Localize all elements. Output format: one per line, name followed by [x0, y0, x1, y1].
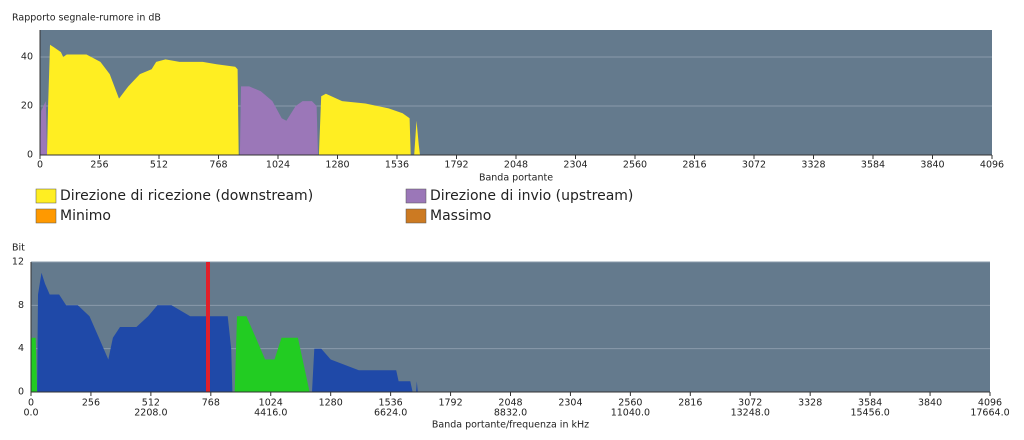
legend-label: Direzione di ricezione (downstream) [60, 188, 313, 204]
x-tick-label: 3840 [918, 398, 942, 409]
x-tick-label: 1792 [444, 160, 468, 171]
y-tick-label: 0 [18, 387, 24, 398]
legend-swatch [405, 208, 427, 224]
y-axis-label: Rapporto segnale-rumore in dB [12, 13, 161, 24]
area-series [37, 272, 418, 392]
x-tick-label: 0 [37, 160, 43, 171]
x-tick-label: 2048 [498, 398, 522, 409]
x-tick-label: 512 [150, 160, 168, 171]
y-tick-label: 8 [18, 300, 24, 311]
x2-tick-label: 2208.0 [134, 408, 167, 419]
x-tick-label: 1792 [438, 398, 462, 409]
x-tick-label: 1280 [319, 398, 343, 409]
x-tick-label: 2304 [558, 398, 582, 409]
x-tick-label: 2560 [623, 160, 647, 171]
y-tick-label: 40 [21, 51, 33, 62]
legend-swatch [405, 188, 427, 204]
legend-label: Massimo [430, 208, 491, 224]
x-tick-label: 2048 [504, 160, 528, 171]
x2-tick-label: 4416.0 [254, 408, 287, 419]
x-tick-label: 2816 [682, 160, 706, 171]
x-tick-label: 4096 [978, 398, 1002, 409]
x-tick-label: 3584 [858, 398, 882, 409]
x-tick-label: 2560 [618, 398, 642, 409]
x-tick-label: 1536 [385, 160, 409, 171]
legend-swatch [35, 188, 57, 204]
x-tick-label: 0 [28, 398, 34, 409]
x2-tick-label: 13248.0 [731, 408, 770, 419]
y-tick-label: 4 [18, 343, 24, 354]
x-axis-label: Banda portante/frequenza in kHz [432, 420, 589, 431]
x-tick-label: 3072 [742, 160, 766, 171]
x-tick-label: 2816 [678, 398, 702, 409]
x-tick-label: 768 [202, 398, 220, 409]
area-series [31, 316, 310, 392]
x-tick-label: 3072 [738, 398, 762, 409]
x-tick-label: 768 [209, 160, 227, 171]
legend-label: Minimo [60, 208, 111, 224]
x2-tick-label: 6624.0 [374, 408, 407, 419]
x2-tick-label: 17664.0 [970, 408, 1009, 419]
y-tick-label: 0 [27, 150, 33, 161]
y-axis-label: Bit [12, 243, 25, 254]
y-tick-label: 12 [12, 257, 24, 268]
x-tick-label: 256 [90, 160, 108, 171]
x2-tick-label: 11040.0 [611, 408, 650, 419]
x-tick-label: 1024 [266, 160, 290, 171]
x2-tick-label: 15456.0 [850, 408, 889, 419]
y-tick-label: 20 [21, 100, 33, 111]
x-tick-label: 2304 [563, 160, 587, 171]
x-tick-label: 1280 [325, 160, 349, 171]
x-tick-label: 1024 [259, 398, 283, 409]
x-tick-label: 256 [82, 398, 100, 409]
x-tick-label: 1536 [379, 398, 403, 409]
x2-tick-label: 0.0 [23, 408, 38, 419]
area-series [40, 86, 318, 155]
legend-swatch [35, 208, 57, 224]
legend-label: Direzione di invio (upstream) [430, 188, 633, 204]
x-tick-label: 4096 [980, 160, 1004, 171]
x-tick-label: 512 [142, 398, 160, 409]
x2-tick-label: 8832.0 [494, 408, 527, 419]
x-tick-label: 3328 [801, 160, 825, 171]
area-series [47, 44, 420, 156]
x-axis-label: Banda portante [479, 173, 553, 184]
x-tick-label: 3840 [920, 160, 944, 171]
x-tick-label: 3328 [798, 398, 822, 409]
x-tick-label: 3584 [861, 160, 885, 171]
